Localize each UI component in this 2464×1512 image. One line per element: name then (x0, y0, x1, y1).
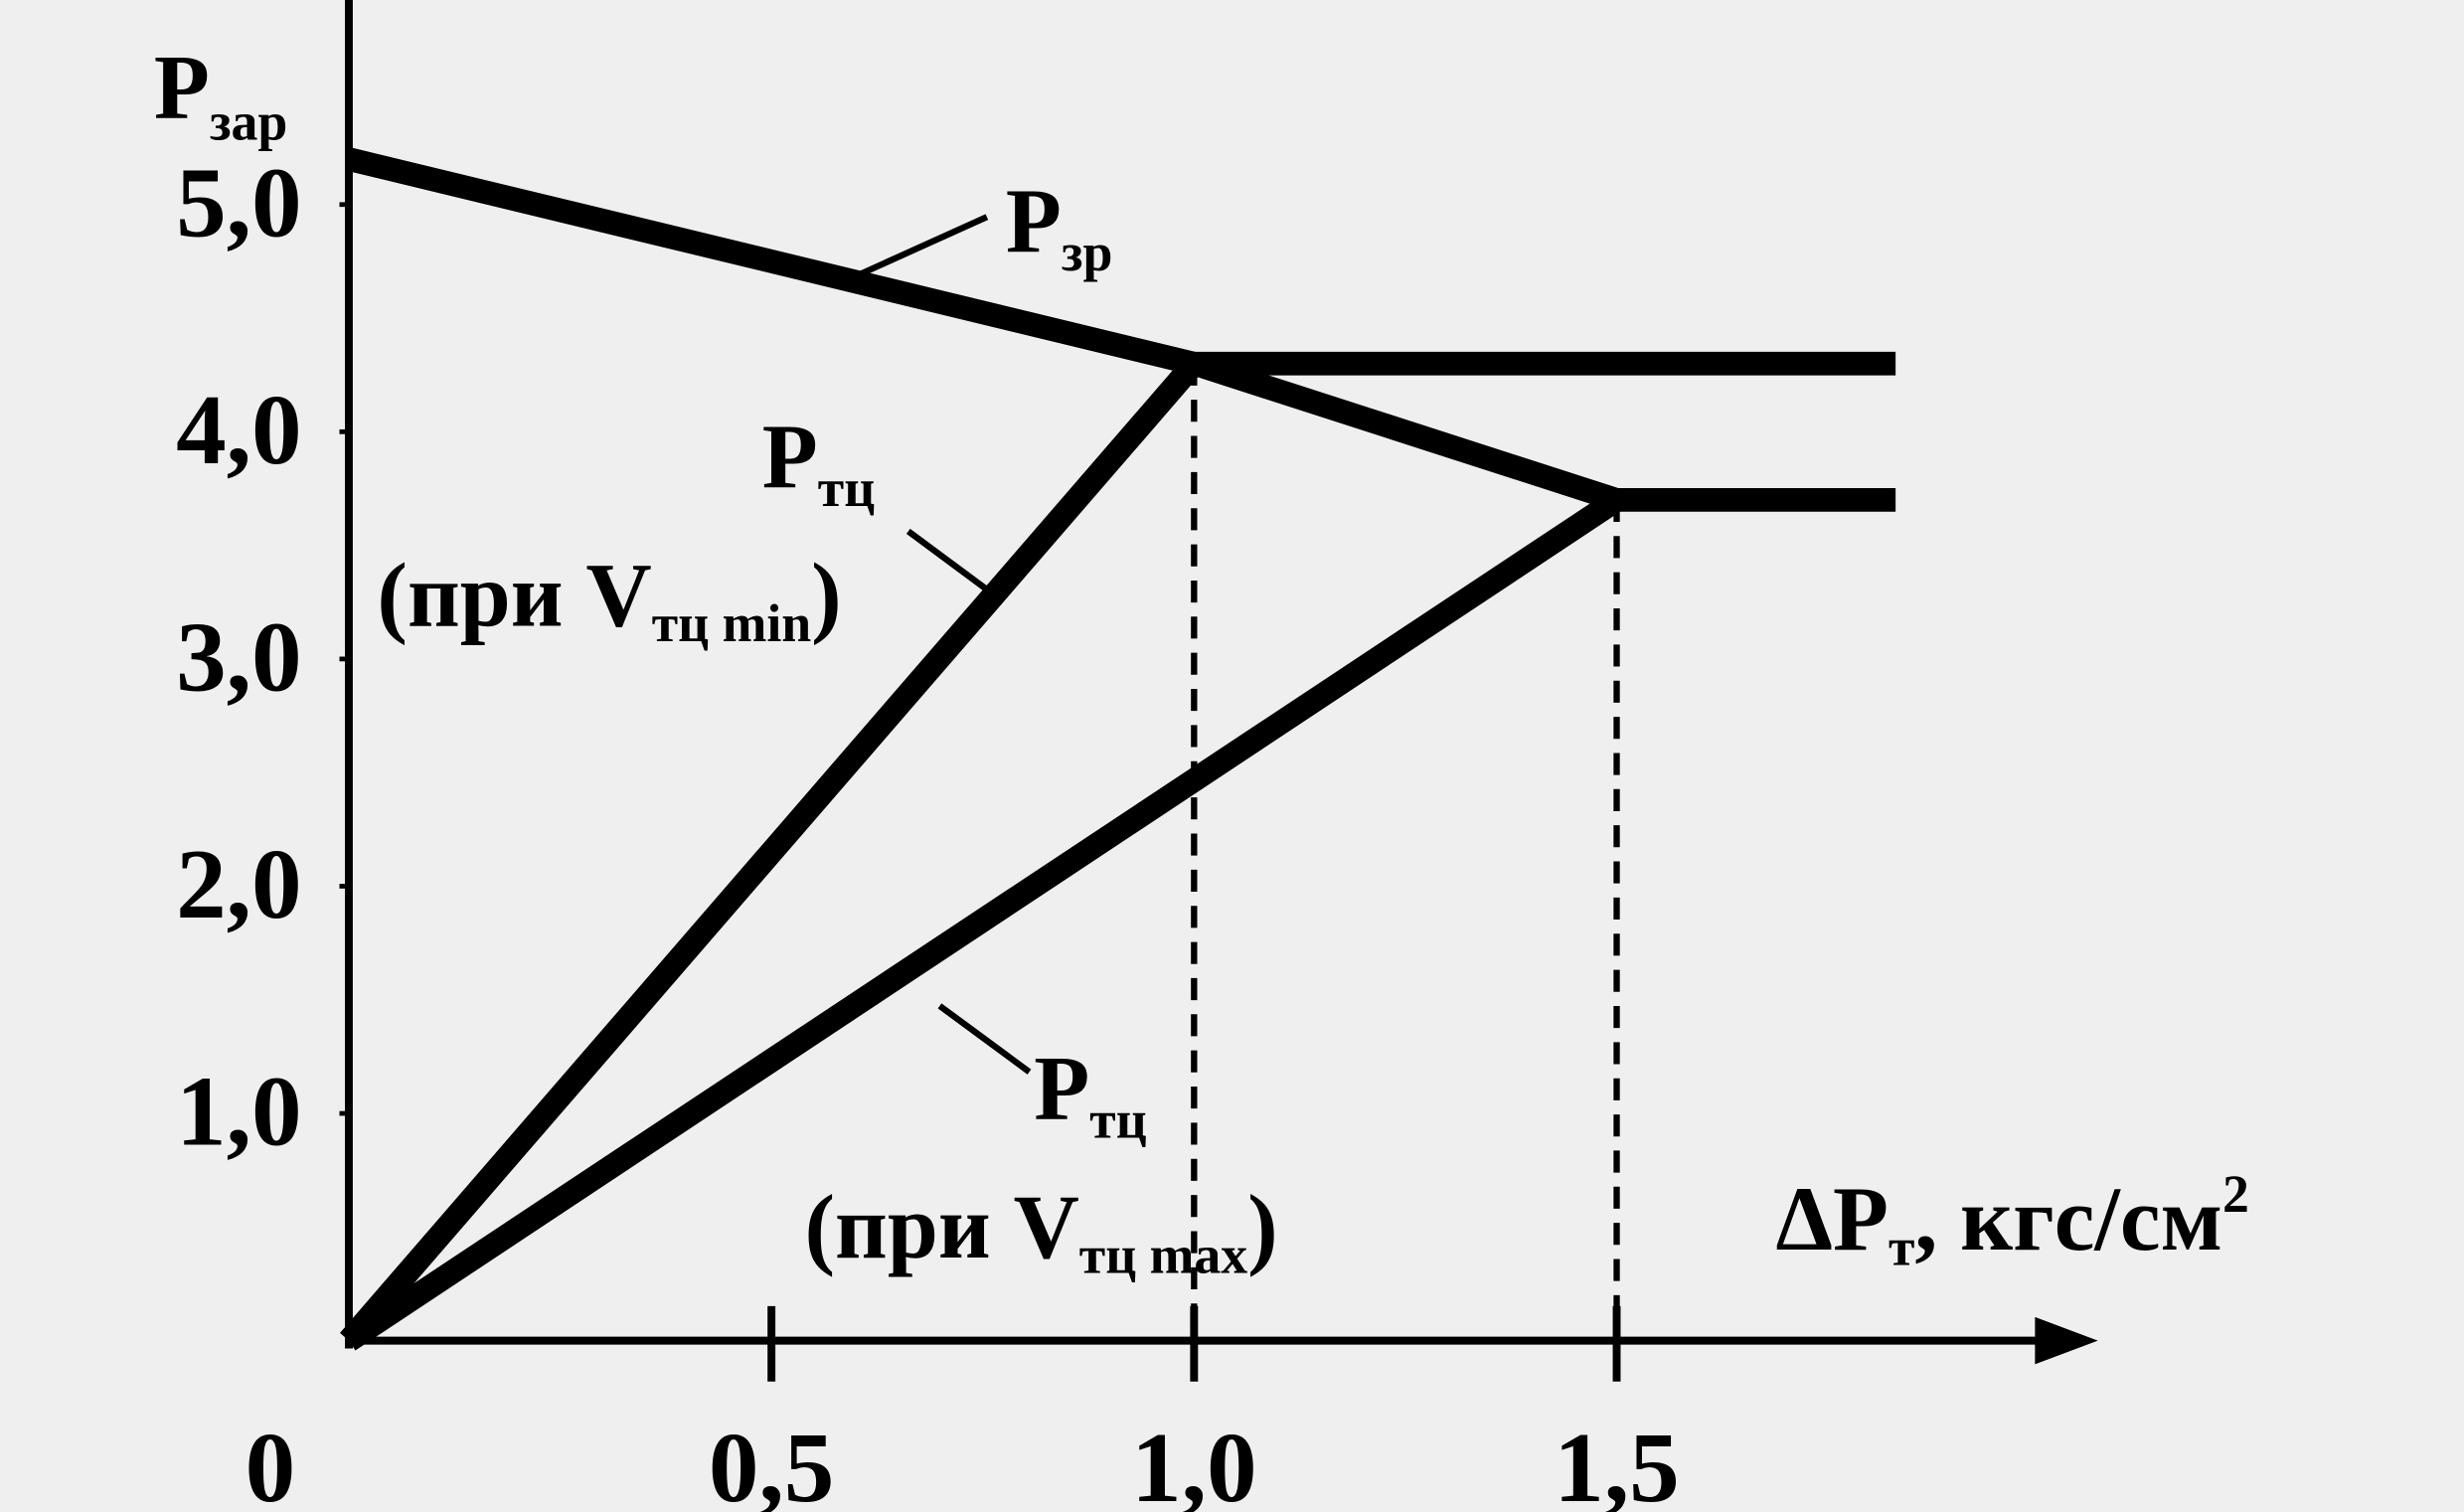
data-line (340, 351, 1896, 1349)
y-tick-label: 3,0 (176, 601, 301, 713)
annotation: (при Vтц min) (377, 544, 841, 653)
x-tick-label: 0,5 (709, 1412, 834, 1512)
annotation-main: P (762, 406, 818, 507)
x-tick-label: 0 (246, 1412, 296, 1512)
y-tick-label: 4,0 (176, 374, 301, 485)
annotation-main: P (1006, 170, 1062, 271)
data-line (346, 147, 1896, 512)
y-tick-label: 5,0 (176, 146, 301, 257)
x-label-rest: , кгс/см (1914, 1168, 2222, 1269)
annotation-sub: зр (1062, 223, 1112, 282)
x-axis-label: ΔPт, кгс/см2 (1776, 1164, 2249, 1277)
y-tick-label: 2,0 (176, 828, 301, 939)
y-label-main: P (154, 37, 210, 138)
annotation: Pтц (1034, 1038, 1146, 1150)
annotation-close: ) (811, 544, 842, 645)
x-axis-arrow (2035, 1316, 2098, 1365)
annotation-close: ) (1247, 1176, 1278, 1277)
data-line (342, 490, 1624, 1351)
x-label-sup: 2 (2222, 1164, 2249, 1224)
y-axis-label: Pзар (154, 37, 287, 152)
x-label-main: ΔP (1776, 1168, 1889, 1269)
annotation: (при Vтц max) (804, 1176, 1277, 1285)
annotation-open: (при V (804, 1176, 1078, 1277)
annotation-sub: тц max (1079, 1226, 1247, 1285)
annotation-sub: тц min (652, 593, 812, 653)
leader-line (937, 1003, 1032, 1075)
x-label-sub: т (1889, 1218, 1914, 1277)
annotation-sub: тц (818, 458, 875, 518)
y-label-sub: зар (210, 92, 287, 152)
annotation-open: (при V (377, 544, 651, 645)
annotation: Pзр (1006, 170, 1113, 282)
leader-line (905, 528, 996, 597)
x-tick-label: 1,0 (1131, 1412, 1256, 1512)
annotation: Pтц (762, 406, 875, 518)
annotation-main: P (1034, 1038, 1089, 1139)
x-tick-label: 1,5 (1554, 1412, 1679, 1512)
y-tick-label: 1,0 (176, 1056, 301, 1167)
annotation-sub: тц (1089, 1091, 1146, 1150)
